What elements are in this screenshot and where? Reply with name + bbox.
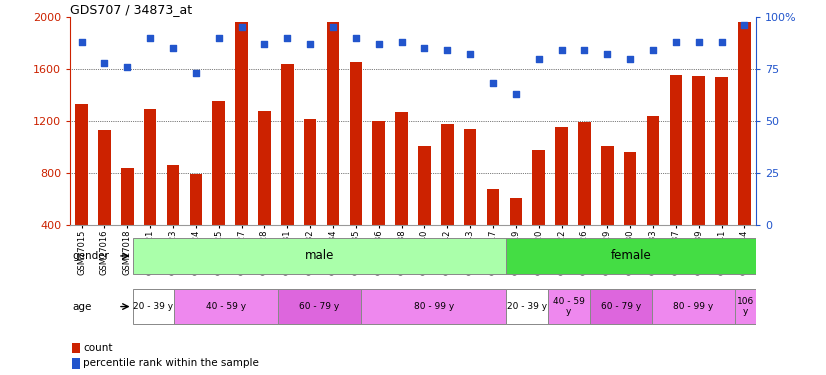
Bar <box>327 22 339 277</box>
Bar <box>396 112 408 277</box>
Bar <box>281 64 293 277</box>
Point <box>555 47 568 53</box>
Text: percentile rank within the sample: percentile rank within the sample <box>83 358 259 369</box>
Bar <box>259 111 271 277</box>
Point <box>304 41 317 47</box>
Bar <box>144 109 156 277</box>
Point <box>692 39 705 45</box>
Bar <box>738 22 751 277</box>
Point <box>578 47 591 53</box>
Bar <box>670 75 682 277</box>
Point <box>738 22 751 28</box>
Point <box>441 47 454 53</box>
Point <box>75 39 88 45</box>
Point <box>121 64 134 70</box>
Point <box>601 51 614 57</box>
Text: 40 - 59 y: 40 - 59 y <box>206 302 246 311</box>
Point <box>235 24 249 30</box>
Point <box>281 35 294 41</box>
Point <box>373 41 386 47</box>
Bar <box>441 124 453 277</box>
Bar <box>555 128 567 277</box>
Bar <box>73 358 79 369</box>
Bar <box>418 146 430 277</box>
Bar <box>235 22 248 277</box>
Text: 80 - 99 y: 80 - 99 y <box>414 302 454 311</box>
Bar <box>373 121 385 277</box>
Point <box>212 35 225 41</box>
Point <box>349 35 363 41</box>
Bar <box>73 343 79 352</box>
Point <box>189 70 202 76</box>
Bar <box>624 152 636 277</box>
Bar <box>647 116 659 277</box>
Text: 40 - 59
y: 40 - 59 y <box>553 297 585 316</box>
Point <box>98 60 112 66</box>
FancyBboxPatch shape <box>361 289 506 324</box>
Bar <box>349 62 362 277</box>
Text: 20 - 39 y: 20 - 39 y <box>507 302 548 311</box>
Bar <box>167 165 179 277</box>
Point <box>418 45 431 51</box>
Bar <box>212 101 225 277</box>
Point <box>258 41 271 47</box>
Point <box>624 56 637 62</box>
Text: 60 - 79 y: 60 - 79 y <box>299 302 339 311</box>
Point <box>715 39 729 45</box>
FancyBboxPatch shape <box>174 289 278 324</box>
FancyBboxPatch shape <box>735 289 756 324</box>
Point <box>167 45 180 51</box>
Bar <box>601 146 614 277</box>
Bar <box>487 189 499 277</box>
Bar <box>578 122 591 277</box>
FancyBboxPatch shape <box>590 289 652 324</box>
Text: GDS707 / 34873_at: GDS707 / 34873_at <box>70 3 192 16</box>
Bar <box>692 76 705 277</box>
Text: male: male <box>305 249 335 262</box>
FancyBboxPatch shape <box>132 289 174 324</box>
Bar <box>98 130 111 277</box>
FancyBboxPatch shape <box>652 289 735 324</box>
Point <box>669 39 682 45</box>
Point <box>487 81 500 87</box>
FancyBboxPatch shape <box>506 238 756 274</box>
Bar <box>75 104 88 277</box>
FancyBboxPatch shape <box>278 289 361 324</box>
Point <box>647 47 660 53</box>
Text: age: age <box>73 302 92 312</box>
Bar <box>121 168 134 277</box>
Text: gender: gender <box>73 251 109 261</box>
Point <box>326 24 339 30</box>
FancyBboxPatch shape <box>548 289 590 324</box>
Point <box>463 51 477 57</box>
FancyBboxPatch shape <box>506 289 548 324</box>
Bar <box>715 77 728 277</box>
Point <box>395 39 408 45</box>
Bar <box>510 198 522 277</box>
Bar <box>464 129 477 277</box>
Bar <box>190 174 202 277</box>
Text: count: count <box>83 343 113 352</box>
Text: female: female <box>610 249 652 262</box>
FancyBboxPatch shape <box>132 238 506 274</box>
Point <box>532 56 545 62</box>
Text: 20 - 39 y: 20 - 39 y <box>133 302 173 311</box>
Text: 80 - 99 y: 80 - 99 y <box>673 302 714 311</box>
Point <box>144 35 157 41</box>
Text: 106
y: 106 y <box>737 297 754 316</box>
Bar <box>304 119 316 277</box>
Bar <box>533 150 545 277</box>
Point <box>509 91 523 97</box>
Text: 60 - 79 y: 60 - 79 y <box>601 302 641 311</box>
